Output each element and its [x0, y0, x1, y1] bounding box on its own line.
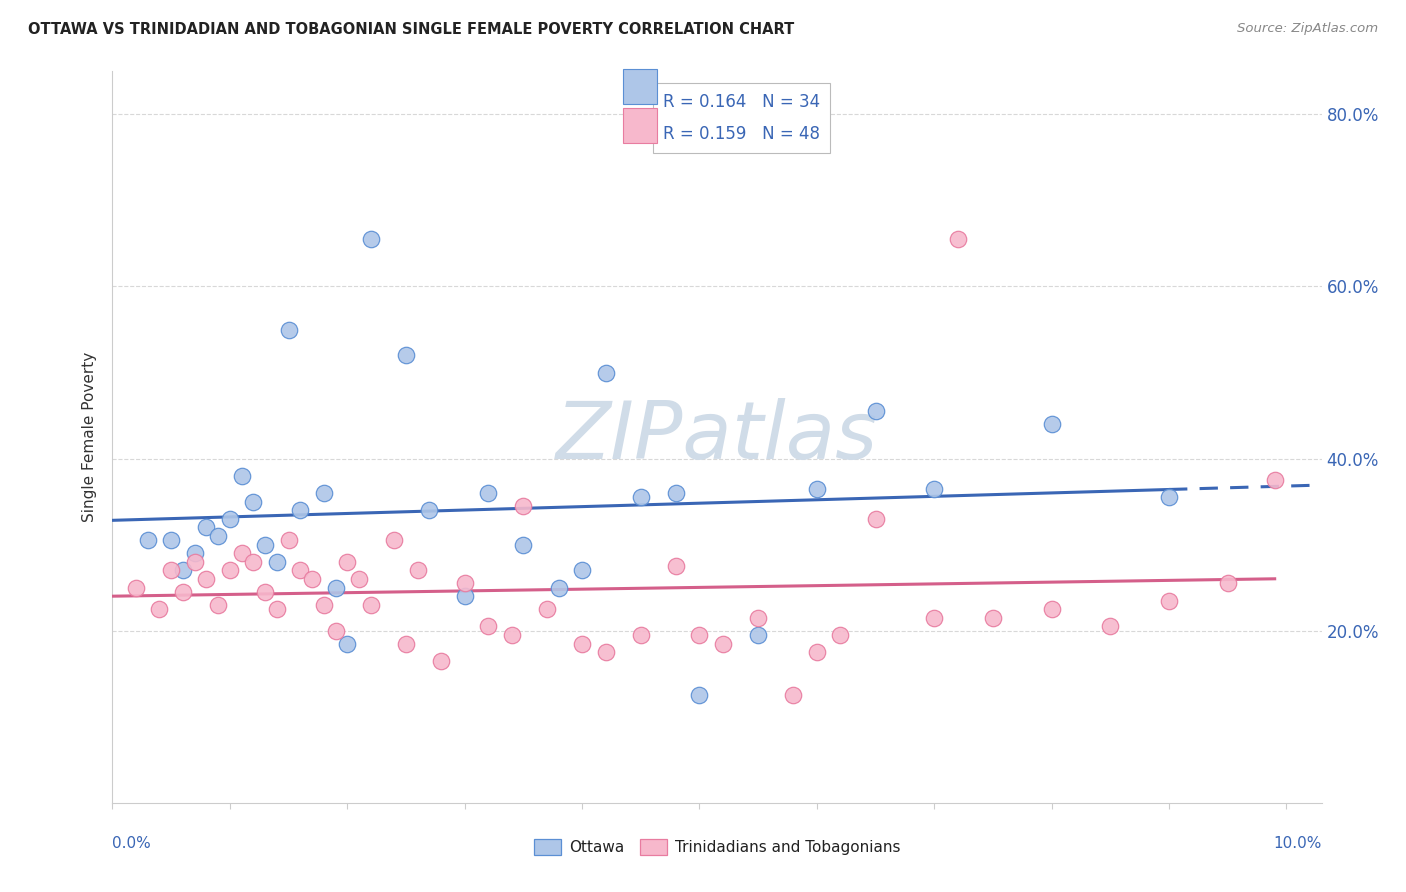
- Point: [160, 564, 183, 578]
- Point: [1040, 417, 1063, 432]
- Point: [125, 581, 148, 595]
- Point: [1099, 619, 1122, 633]
- Point: [336, 637, 359, 651]
- Point: [865, 512, 887, 526]
- Point: [665, 559, 688, 574]
- Point: [477, 486, 499, 500]
- Point: [195, 520, 218, 534]
- Point: [254, 585, 277, 599]
- Point: [290, 564, 312, 578]
- Point: [688, 688, 710, 702]
- Point: [453, 576, 475, 591]
- Point: [207, 529, 229, 543]
- Point: [218, 564, 240, 578]
- Text: R = 0.164   N = 34
R = 0.159   N = 48: R = 0.164 N = 34 R = 0.159 N = 48: [662, 94, 820, 144]
- Point: [242, 555, 264, 569]
- Point: [254, 538, 277, 552]
- Point: [218, 512, 240, 526]
- Point: [595, 366, 617, 380]
- Point: [277, 322, 299, 336]
- Point: [981, 611, 1004, 625]
- Point: [301, 572, 323, 586]
- Point: [946, 232, 969, 246]
- Point: [630, 628, 652, 642]
- Point: [512, 499, 534, 513]
- FancyBboxPatch shape: [623, 108, 657, 143]
- Point: [453, 589, 475, 603]
- Point: [571, 564, 593, 578]
- Point: [922, 482, 945, 496]
- Point: [688, 628, 710, 642]
- Point: [183, 546, 205, 560]
- Point: [231, 546, 253, 560]
- Point: [266, 602, 288, 616]
- Y-axis label: Single Female Poverty: Single Female Poverty: [82, 352, 97, 522]
- Point: [711, 637, 734, 651]
- Point: [782, 688, 804, 702]
- Point: [806, 482, 828, 496]
- Point: [183, 555, 205, 569]
- Text: 10.0%: 10.0%: [1274, 836, 1322, 851]
- Point: [571, 637, 593, 651]
- Point: [290, 503, 312, 517]
- Point: [360, 232, 382, 246]
- Point: [536, 602, 558, 616]
- Point: [406, 564, 429, 578]
- Text: Source: ZipAtlas.com: Source: ZipAtlas.com: [1237, 22, 1378, 36]
- Point: [347, 572, 370, 586]
- Point: [630, 491, 652, 505]
- Point: [1040, 602, 1063, 616]
- Point: [325, 624, 347, 638]
- Point: [1216, 576, 1239, 591]
- Point: [336, 555, 359, 569]
- Point: [512, 538, 534, 552]
- Point: [1157, 491, 1180, 505]
- Point: [242, 494, 264, 508]
- Point: [277, 533, 299, 548]
- Text: OTTAWA VS TRINIDADIAN AND TOBAGONIAN SINGLE FEMALE POVERTY CORRELATION CHART: OTTAWA VS TRINIDADIAN AND TOBAGONIAN SIN…: [28, 22, 794, 37]
- Point: [231, 468, 253, 483]
- Point: [160, 533, 183, 548]
- Point: [806, 645, 828, 659]
- Point: [172, 564, 194, 578]
- Point: [395, 637, 418, 651]
- Point: [148, 602, 170, 616]
- Point: [1157, 593, 1180, 607]
- Point: [830, 628, 852, 642]
- Point: [395, 348, 418, 362]
- Text: 0.0%: 0.0%: [112, 836, 152, 851]
- Point: [747, 611, 769, 625]
- Point: [501, 628, 523, 642]
- Point: [747, 628, 769, 642]
- Point: [922, 611, 945, 625]
- Point: [418, 503, 440, 517]
- Point: [547, 581, 569, 595]
- Point: [266, 555, 288, 569]
- Point: [136, 533, 159, 548]
- Point: [1264, 473, 1286, 487]
- Point: [382, 533, 405, 548]
- Point: [665, 486, 688, 500]
- Point: [325, 581, 347, 595]
- Point: [865, 404, 887, 418]
- Point: [195, 572, 218, 586]
- Point: [207, 598, 229, 612]
- Legend: Ottawa, Trinidadians and Tobagonians: Ottawa, Trinidadians and Tobagonians: [527, 833, 907, 861]
- Point: [430, 654, 453, 668]
- Text: ZIPatlas: ZIPatlas: [555, 398, 879, 476]
- Point: [312, 598, 335, 612]
- Point: [595, 645, 617, 659]
- FancyBboxPatch shape: [623, 70, 657, 104]
- Point: [172, 585, 194, 599]
- Point: [312, 486, 335, 500]
- Point: [477, 619, 499, 633]
- Point: [360, 598, 382, 612]
